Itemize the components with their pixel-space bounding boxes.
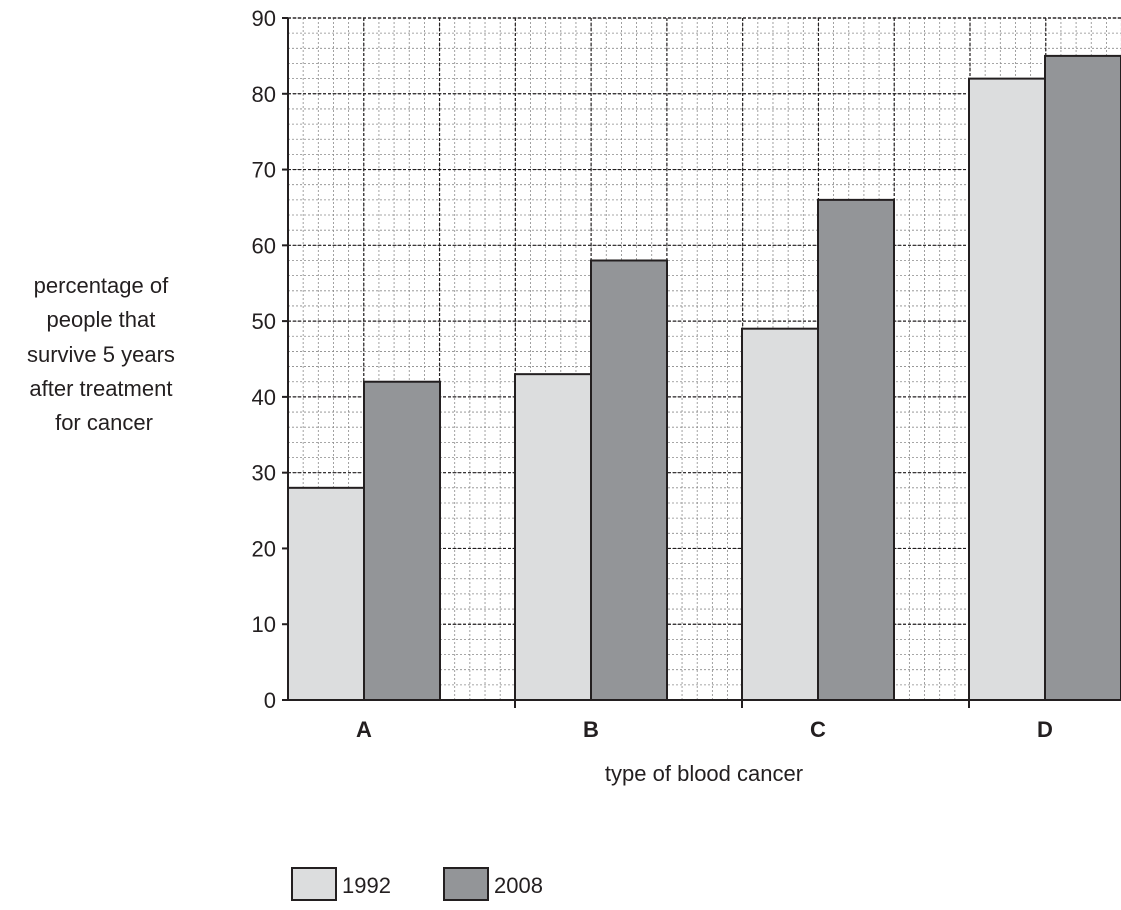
x-tick-label: C bbox=[810, 717, 826, 742]
x-tick-label: A bbox=[356, 717, 372, 742]
legend-swatch-2008 bbox=[444, 868, 488, 900]
bar-2008-A bbox=[364, 382, 440, 700]
y-tick-label: 80 bbox=[252, 82, 276, 107]
x-ticks: A B C D bbox=[356, 700, 1053, 742]
y-tick-label: 60 bbox=[252, 233, 276, 258]
y-tick-label: 0 bbox=[264, 688, 276, 713]
bar-1992-D bbox=[969, 79, 1045, 700]
x-axis-title: type of blood cancer bbox=[605, 761, 803, 786]
x-tick-label: B bbox=[583, 717, 599, 742]
bar-1992-B bbox=[515, 374, 591, 700]
bar-1992-C bbox=[742, 329, 818, 700]
y-axis-title: percentage of people that survive 5 year… bbox=[27, 273, 181, 435]
y-axis-title-line: for cancer bbox=[55, 410, 153, 435]
y-tick-label: 50 bbox=[252, 309, 276, 334]
y-tick-label: 10 bbox=[252, 612, 276, 637]
x-tick-label: D bbox=[1037, 717, 1053, 742]
legend-swatch-1992 bbox=[292, 868, 336, 900]
bar-2008-D bbox=[1045, 56, 1121, 700]
legend-label-1992: 1992 bbox=[342, 873, 391, 898]
bars bbox=[288, 56, 1121, 700]
y-axis-title-line: percentage of bbox=[34, 273, 169, 298]
y-tick-label: 40 bbox=[252, 385, 276, 410]
legend: 1992 2008 bbox=[292, 868, 543, 900]
y-tick-label: 30 bbox=[252, 461, 276, 486]
bar-2008-B bbox=[591, 260, 667, 700]
bar-1992-A bbox=[288, 488, 364, 700]
y-axis-title-line: people that bbox=[47, 307, 156, 332]
y-tick-label: 70 bbox=[252, 158, 276, 183]
y-tick-label: 20 bbox=[252, 536, 276, 561]
y-axis-title-line: survive 5 years bbox=[27, 342, 175, 367]
y-ticks: 0 10 20 30 40 50 60 70 80 90 bbox=[252, 6, 288, 713]
bar-2008-C bbox=[818, 200, 894, 700]
legend-label-2008: 2008 bbox=[494, 873, 543, 898]
y-axis-title-line: after treatment bbox=[29, 376, 172, 401]
y-tick-label: 90 bbox=[252, 6, 276, 31]
